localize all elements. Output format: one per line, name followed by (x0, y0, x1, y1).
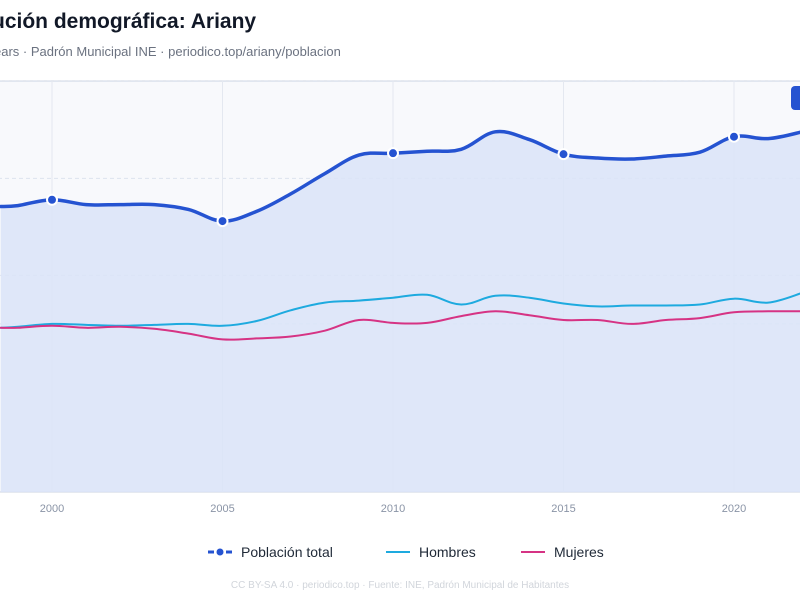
chart-title: ución demográfica: Ariany (0, 10, 257, 33)
x-tick-label-2000: 2000 (40, 503, 64, 515)
data-point-total-2000[interactable] (46, 193, 58, 206)
data-point-total-2020[interactable] (728, 130, 740, 143)
corner-button[interactable] (791, 86, 800, 110)
x-axis-ticks: 2000 2005 2010 2015 2020 (40, 503, 746, 515)
legend: Población total Hombres Mujeres (0, 544, 800, 564)
legend-label-total: Población total (241, 544, 333, 560)
legend-label-hombres: Hombres (419, 544, 476, 560)
legend-item-total[interactable]: Población total (207, 544, 333, 560)
data-point-total-2005[interactable] (216, 215, 229, 228)
legend-item-hombres[interactable]: Hombres (385, 544, 476, 560)
chart-subtitle: ears · Padrón Municipal INE · periodico.… (0, 44, 341, 59)
markers (46, 130, 740, 228)
x-tick-label-2020: 2020 (722, 503, 746, 515)
legend-swatch-hombres (386, 551, 410, 553)
footer-credits: CC BY-SA 4.0 · periodico.top · Fuente: I… (230, 580, 570, 591)
legend-swatch-mujeres (521, 551, 545, 553)
series-line-mujeres (0, 310, 800, 341)
data-point-total-2010[interactable] (387, 147, 399, 160)
x-tick-label-2005: 2005 (210, 503, 234, 515)
x-tick-label-2010: 2010 (381, 503, 405, 515)
area-total (0, 131, 800, 492)
legend-swatch-total (208, 548, 232, 556)
data-point-total-2015[interactable] (557, 148, 570, 161)
legend-label-mujeres: Mujeres (554, 544, 604, 560)
legend-item-mujeres[interactable]: Mujeres (520, 544, 604, 560)
x-tick-label-2015: 2015 (551, 503, 575, 515)
